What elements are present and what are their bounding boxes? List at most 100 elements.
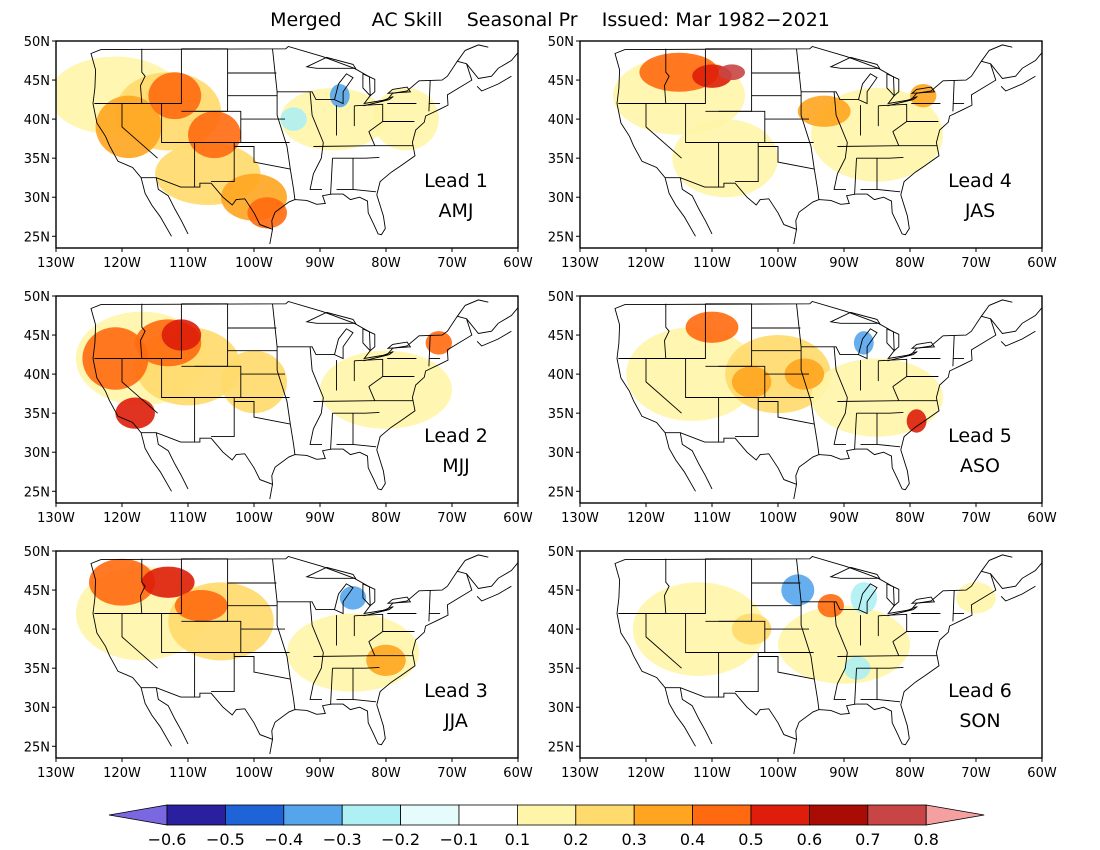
lon-tick-label: 60W bbox=[1027, 511, 1057, 526]
coastline bbox=[476, 330, 512, 347]
skill-blob bbox=[320, 350, 452, 429]
state-border bbox=[664, 48, 670, 104]
skill-blob bbox=[95, 95, 162, 159]
lead-label: Lead 2 bbox=[424, 425, 488, 447]
lon-tick-label: 100W bbox=[759, 511, 797, 526]
state-border bbox=[876, 188, 901, 193]
state-border bbox=[854, 413, 857, 450]
skill-blob bbox=[850, 582, 877, 614]
state-border bbox=[121, 613, 158, 669]
state-border bbox=[892, 131, 900, 146]
map-frame bbox=[55, 40, 519, 249]
coastline bbox=[140, 687, 172, 747]
lon-tick-label: 130W bbox=[37, 511, 75, 526]
state-border bbox=[618, 303, 706, 359]
state-border bbox=[735, 397, 759, 438]
coastline bbox=[269, 739, 273, 755]
coastline bbox=[456, 44, 489, 62]
coastline bbox=[679, 177, 713, 235]
state-border bbox=[645, 358, 682, 414]
lake-outline bbox=[886, 328, 900, 352]
state-border bbox=[685, 358, 720, 443]
lake-outline bbox=[910, 596, 936, 604]
state-border bbox=[368, 631, 383, 642]
lon-tick-label: 60W bbox=[503, 766, 533, 781]
lon-tick-label: 130W bbox=[561, 256, 599, 271]
lat-tick-label: 50N bbox=[548, 35, 574, 50]
lon-tick-label: 100W bbox=[235, 766, 273, 781]
lon-tick-label: 90W bbox=[829, 511, 859, 526]
state-border bbox=[277, 601, 335, 611]
coastline bbox=[679, 432, 713, 490]
lat-tick-label: 40N bbox=[24, 368, 50, 383]
lon-tick-label: 80W bbox=[371, 511, 401, 526]
colorbar-swatch bbox=[692, 804, 752, 826]
map-panel-3: 50N 45N 40N 35N 30N 25N 130W 120W 110W 100W 90W 80W… bbox=[24, 545, 533, 781]
state-border bbox=[330, 158, 333, 195]
lat-tick-label: 35N bbox=[548, 662, 574, 677]
state-border bbox=[368, 131, 376, 146]
state-border bbox=[161, 613, 196, 698]
map-panels: 50N 45N 40N 35N 30N 25N 130W 120W 110W 100W 90W 80W… bbox=[24, 35, 1057, 781]
lake-outline bbox=[386, 596, 412, 604]
state-border bbox=[758, 146, 815, 170]
skill-blob bbox=[188, 111, 241, 159]
state-border bbox=[161, 103, 196, 188]
state-border bbox=[833, 601, 848, 700]
map-panel-4: 50N 45N 40N 35N 30N 25N 130W 120W 110W 100W 90W 80W… bbox=[548, 35, 1057, 271]
skill-blob bbox=[174, 590, 228, 622]
lon-tick-label: 80W bbox=[895, 511, 925, 526]
lat-tick-label: 30N bbox=[548, 191, 574, 206]
state-border bbox=[277, 346, 335, 356]
state-border bbox=[854, 158, 857, 195]
state-border bbox=[211, 397, 235, 438]
state-border bbox=[952, 590, 955, 622]
lake-outline bbox=[910, 86, 936, 94]
state-border bbox=[140, 48, 146, 104]
state-border bbox=[332, 156, 380, 159]
colorbar-label: 0.2 bbox=[563, 830, 588, 849]
lat-tick-label: 40N bbox=[548, 368, 574, 383]
colorbar-swatch bbox=[809, 804, 869, 826]
lat-tick-label: 35N bbox=[24, 662, 50, 677]
colorbar-label: 0.1 bbox=[505, 830, 530, 849]
state-border bbox=[140, 303, 146, 359]
state-border bbox=[876, 698, 901, 703]
lon-tick-label: 60W bbox=[1027, 766, 1057, 781]
lat-tick-label: 25N bbox=[24, 740, 50, 755]
skill-blob bbox=[731, 366, 772, 398]
lake-outline bbox=[886, 583, 900, 607]
state-border bbox=[801, 601, 859, 611]
lon-tick-label: 110W bbox=[693, 511, 731, 526]
lake-outline bbox=[910, 341, 936, 349]
state-border bbox=[121, 358, 158, 414]
skill-blob bbox=[906, 409, 927, 433]
colorbar-swatch bbox=[341, 804, 402, 826]
state-border bbox=[618, 558, 706, 614]
map-panel-2: 50N 45N 40N 35N 30N 25N 130W 120W 110W 100W 90W 80W… bbox=[24, 290, 533, 526]
state-border bbox=[856, 666, 904, 669]
lon-tick-label: 80W bbox=[895, 256, 925, 271]
lat-tick-label: 40N bbox=[24, 113, 50, 128]
state-border bbox=[309, 601, 324, 700]
state-border bbox=[332, 666, 380, 669]
coastline bbox=[793, 739, 797, 755]
state-border bbox=[330, 413, 333, 450]
lat-tick-label: 25N bbox=[24, 485, 50, 500]
lon-tick-label: 80W bbox=[371, 766, 401, 781]
coastline bbox=[476, 75, 512, 92]
state-border bbox=[892, 121, 907, 132]
lon-tick-label: 90W bbox=[829, 766, 859, 781]
lake-outline bbox=[857, 583, 878, 615]
lake-outline bbox=[386, 86, 412, 94]
colorbar-label: 0.8 bbox=[913, 830, 938, 849]
lon-tick-label: 100W bbox=[759, 256, 797, 271]
lead-label: Lead 4 bbox=[948, 170, 1012, 192]
lon-tick-label: 90W bbox=[305, 766, 335, 781]
map-frame bbox=[579, 295, 1043, 504]
coastline bbox=[664, 177, 696, 237]
coastline bbox=[466, 52, 518, 79]
lon-tick-label: 80W bbox=[895, 766, 925, 781]
lon-tick-label: 100W bbox=[235, 511, 273, 526]
map-borders bbox=[614, 44, 1042, 245]
